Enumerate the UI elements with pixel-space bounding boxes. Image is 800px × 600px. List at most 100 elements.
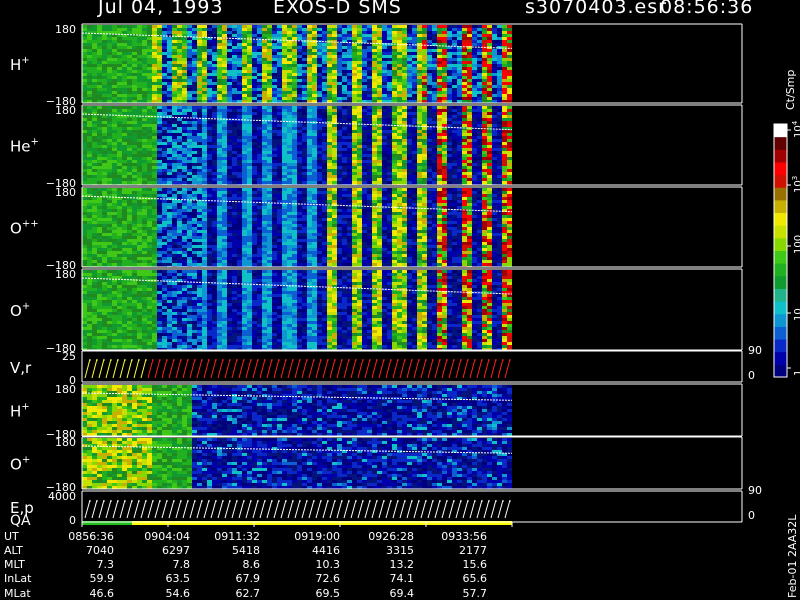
spectrogram-cell bbox=[152, 55, 157, 58]
spectrogram-cell bbox=[332, 49, 337, 52]
spectrogram-cell bbox=[507, 61, 512, 64]
spectrogram-cell bbox=[127, 49, 132, 52]
spectrogram-cell bbox=[307, 34, 312, 37]
spectrogram-cell bbox=[497, 112, 502, 115]
spectrogram-cell bbox=[132, 136, 137, 139]
spectrogram-cell bbox=[407, 166, 412, 169]
spectrogram-cell bbox=[302, 100, 307, 103]
spectrogram-cell bbox=[307, 64, 312, 67]
spectrogram-cell bbox=[177, 64, 182, 67]
spectrogram-cell bbox=[462, 85, 467, 88]
spectrogram-cell bbox=[157, 145, 162, 148]
spectrogram-cell bbox=[402, 67, 407, 70]
spectrogram-cell bbox=[87, 121, 92, 124]
spectrogram-cell bbox=[387, 169, 392, 172]
spectrogram-cell bbox=[467, 142, 472, 145]
spectrogram-cell bbox=[82, 154, 87, 157]
spectrogram-cell bbox=[152, 76, 157, 79]
spectrogram-cell bbox=[382, 181, 387, 184]
spectrogram-cell bbox=[117, 52, 122, 55]
spectrogram-cell bbox=[202, 64, 207, 67]
spectrogram-cell bbox=[122, 151, 127, 154]
spectrogram-cell bbox=[302, 130, 307, 133]
spectrogram-cell bbox=[157, 200, 162, 203]
spectrogram-cell bbox=[502, 145, 507, 148]
spectrogram-cell bbox=[327, 82, 332, 85]
spectrogram-cell bbox=[407, 82, 412, 85]
spectrogram-cell bbox=[482, 163, 487, 166]
spectrogram-cell bbox=[502, 64, 507, 67]
spectrogram-cell bbox=[462, 58, 467, 61]
spectrogram-cell bbox=[157, 224, 162, 227]
spectrogram-cell bbox=[127, 260, 132, 263]
spectrogram-cell bbox=[297, 136, 302, 139]
spectrogram-cell bbox=[482, 160, 487, 163]
spectrogram-cell bbox=[487, 55, 492, 58]
spectrogram-cell bbox=[162, 151, 167, 154]
spectrogram-cell bbox=[447, 91, 452, 94]
spectrogram-cell bbox=[92, 121, 97, 124]
spectrogram-cell bbox=[417, 46, 422, 49]
spectrogram-cell bbox=[87, 215, 92, 218]
spectrogram-cell bbox=[107, 64, 112, 67]
spectrogram-cell bbox=[247, 64, 252, 67]
spectrogram-cell bbox=[492, 127, 497, 130]
spectrogram-cell bbox=[207, 163, 212, 166]
spectrogram-cell bbox=[442, 139, 447, 142]
spectrogram-cell bbox=[362, 37, 367, 40]
spectrogram-cell bbox=[92, 67, 97, 70]
spectrogram-cell bbox=[122, 197, 127, 200]
spectrogram-cell bbox=[407, 28, 412, 31]
spectrogram-cell bbox=[197, 67, 202, 70]
spectrogram-cell bbox=[217, 151, 222, 154]
spectrogram-cell bbox=[147, 215, 152, 218]
spectrogram-cell bbox=[97, 209, 102, 212]
spectrogram-cell bbox=[87, 224, 92, 227]
spectrogram-cell bbox=[297, 52, 302, 55]
spectrogram-cell bbox=[117, 40, 122, 43]
spectrogram-cell bbox=[142, 221, 147, 224]
spectrogram-cell bbox=[82, 127, 87, 130]
spectrogram-cell bbox=[182, 118, 187, 121]
spectrogram-cell bbox=[317, 76, 322, 79]
spectrogram-cell bbox=[167, 178, 172, 181]
spectrogram-cell bbox=[212, 115, 217, 118]
spectrogram-cell bbox=[157, 194, 162, 197]
spectrogram-cell bbox=[502, 97, 507, 100]
spectrogram-cell bbox=[122, 218, 127, 221]
spectrogram-cell bbox=[192, 157, 197, 160]
spectrogram-cell bbox=[122, 70, 127, 73]
spectrogram-cell bbox=[142, 100, 147, 103]
spectrogram-cell bbox=[142, 112, 147, 115]
spectrogram-cell bbox=[242, 70, 247, 73]
spectrogram-cell bbox=[362, 67, 367, 70]
spectrogram-cell bbox=[472, 151, 477, 154]
spectrogram-cell bbox=[197, 40, 202, 43]
spectrogram-cell bbox=[502, 136, 507, 139]
spectrogram-cell bbox=[97, 130, 102, 133]
spectrogram-cell bbox=[397, 76, 402, 79]
spectrogram-cell bbox=[222, 148, 227, 151]
spectrogram-cell bbox=[232, 91, 237, 94]
spectrogram-cell bbox=[377, 55, 382, 58]
spectrogram-cell bbox=[127, 91, 132, 94]
spectrogram-cell bbox=[227, 172, 232, 175]
spectrogram-cell bbox=[142, 64, 147, 67]
spectrogram-cell bbox=[127, 233, 132, 236]
spectrogram-cell bbox=[132, 52, 137, 55]
spectrogram-cell bbox=[337, 112, 342, 115]
spectrogram-cell bbox=[327, 49, 332, 52]
spectrogram-cell bbox=[412, 166, 417, 169]
spectrogram-cell bbox=[457, 166, 462, 169]
spectrogram-cell bbox=[252, 58, 257, 61]
spectrogram-cell bbox=[152, 28, 157, 31]
spectrogram-cell bbox=[477, 181, 482, 184]
spectrogram-cell bbox=[132, 148, 137, 151]
spectrogram-cell bbox=[137, 79, 142, 82]
spectrogram-cell bbox=[437, 28, 442, 31]
spectrogram-cell bbox=[132, 97, 137, 100]
spectrogram-cell bbox=[387, 25, 392, 28]
spectrogram-cell bbox=[282, 28, 287, 31]
spectrogram-cell bbox=[452, 49, 457, 52]
spectrogram-cell bbox=[422, 82, 427, 85]
